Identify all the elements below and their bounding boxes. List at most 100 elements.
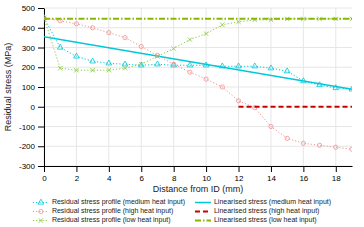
marker bbox=[171, 46, 175, 50]
grid-line bbox=[44, 87, 352, 88]
plot: 024681012141618-300-200-1000100200300400… bbox=[19, 4, 355, 183]
tick-mark bbox=[38, 67, 44, 68]
tick-label: 4 bbox=[107, 174, 112, 183]
tick: 8 bbox=[172, 166, 177, 183]
tick-mark bbox=[239, 166, 240, 172]
tick-mark bbox=[38, 107, 44, 108]
tick: 18 bbox=[332, 166, 341, 183]
marker bbox=[236, 99, 240, 103]
tick-mark bbox=[38, 146, 44, 147]
tick-label: 500 bbox=[22, 4, 36, 13]
marker bbox=[187, 62, 193, 67]
tick: 12 bbox=[235, 166, 244, 183]
marker bbox=[138, 62, 144, 67]
marker bbox=[188, 37, 192, 41]
y-axis: -300-200-1000100200300400500 bbox=[19, 4, 45, 171]
marker bbox=[155, 54, 159, 58]
series bbox=[239, 106, 352, 107]
tick: 500 bbox=[22, 4, 44, 13]
tick-mark bbox=[141, 166, 142, 172]
legend-label: Residual stress profile (medium heat inp… bbox=[52, 198, 185, 206]
series bbox=[44, 16, 352, 73]
marker bbox=[188, 70, 192, 74]
tick-mark bbox=[336, 166, 337, 172]
tick-label: 100 bbox=[22, 83, 36, 92]
grid-line bbox=[44, 106, 352, 107]
x-axis-title: Distance from ID (mm) bbox=[153, 184, 244, 194]
tick: 0 bbox=[31, 103, 44, 112]
legend-item: Linearised stress (medium heat input) bbox=[195, 198, 331, 206]
marker bbox=[317, 143, 321, 147]
tick-label: 16 bbox=[299, 174, 308, 183]
tick-label: 0 bbox=[42, 174, 47, 183]
marker bbox=[107, 68, 111, 72]
marker bbox=[171, 62, 177, 67]
marker bbox=[123, 66, 127, 70]
series bbox=[44, 15, 352, 91]
grid-line bbox=[44, 146, 352, 147]
marker bbox=[269, 124, 273, 128]
tick-label: 400 bbox=[22, 24, 36, 33]
grid bbox=[44, 8, 352, 166]
tick-mark bbox=[109, 166, 110, 172]
tick: -100 bbox=[19, 123, 44, 132]
grid-line bbox=[44, 166, 352, 167]
tick: 100 bbox=[22, 83, 44, 92]
line bbox=[44, 18, 352, 70]
tick-mark bbox=[38, 48, 44, 49]
marker bbox=[90, 68, 94, 72]
tick-label: 2 bbox=[75, 174, 80, 183]
marker bbox=[123, 36, 127, 40]
line bbox=[44, 18, 352, 149]
marker bbox=[220, 85, 224, 89]
tick-mark bbox=[38, 87, 44, 88]
x-axis: 024681012141618 bbox=[42, 166, 352, 183]
tick-mark bbox=[206, 166, 207, 172]
tick: 16 bbox=[299, 166, 308, 183]
legend-swatch bbox=[33, 202, 49, 203]
tick: 6 bbox=[140, 166, 145, 183]
marker bbox=[350, 147, 352, 151]
legend-item: Linearised stress (high heat input) bbox=[195, 207, 319, 215]
tick-mark bbox=[303, 166, 304, 172]
tick-mark bbox=[38, 8, 44, 9]
legend-swatch bbox=[195, 211, 211, 213]
legend-item: Residual stress profile (medium heat inp… bbox=[33, 198, 185, 206]
line bbox=[44, 37, 352, 90]
marker bbox=[139, 62, 143, 66]
marker bbox=[285, 136, 289, 140]
tick-label: -100 bbox=[19, 123, 36, 132]
legend-swatch bbox=[195, 202, 211, 204]
tick: 2 bbox=[75, 166, 80, 183]
y-axis-title: Residual stress (MPa) bbox=[3, 43, 13, 132]
legend-marker bbox=[39, 209, 43, 213]
tick-mark bbox=[76, 166, 77, 172]
marker bbox=[301, 141, 305, 145]
legend-marker bbox=[38, 199, 44, 204]
marker bbox=[220, 23, 224, 27]
marker bbox=[268, 65, 274, 70]
tick: 200 bbox=[22, 63, 44, 72]
series bbox=[44, 16, 352, 152]
grid-line bbox=[44, 67, 352, 68]
legend-swatch bbox=[195, 220, 211, 222]
legend-label: Residual stress profile (high heat input… bbox=[52, 207, 173, 215]
tick: -300 bbox=[19, 162, 44, 171]
line bbox=[44, 18, 352, 89]
tick-label: 14 bbox=[267, 174, 276, 183]
legend-label: Residual stress profile (low heat input) bbox=[52, 216, 171, 224]
legend-swatch bbox=[33, 211, 49, 212]
tick-label: 0 bbox=[31, 103, 36, 112]
legend-label: Linearised stress (medium heat input) bbox=[214, 198, 331, 206]
marker bbox=[74, 68, 78, 72]
axis-line bbox=[44, 9, 45, 167]
marker bbox=[74, 22, 78, 26]
tick-mark bbox=[38, 28, 44, 29]
legend: Residual stress profile (medium heat inp… bbox=[33, 198, 331, 224]
marker bbox=[122, 61, 128, 66]
tick-mark bbox=[174, 166, 175, 172]
tick-label: 12 bbox=[235, 174, 244, 183]
chart: 024681012141618-300-200-1000100200300400… bbox=[0, 0, 364, 227]
tick-label: 8 bbox=[172, 174, 177, 183]
tick-label: -200 bbox=[19, 142, 36, 151]
